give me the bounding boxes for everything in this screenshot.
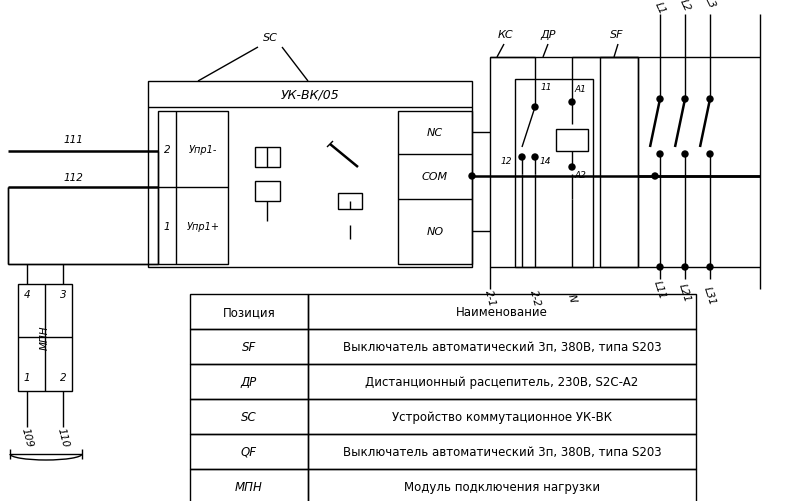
Text: 111: 111 — [63, 135, 83, 145]
Circle shape — [707, 152, 713, 158]
Text: L3: L3 — [703, 0, 717, 10]
Text: 11: 11 — [541, 83, 553, 92]
Bar — [190, 329, 308, 364]
Bar — [308, 364, 696, 399]
Text: L2: L2 — [678, 0, 692, 13]
Text: ДР: ДР — [540, 30, 555, 40]
Text: L11: L11 — [653, 279, 668, 300]
Bar — [600, 58, 638, 268]
Circle shape — [532, 105, 538, 111]
Circle shape — [532, 155, 538, 161]
Text: Выключатель автоматический 3п, 380В, типа S203: Выключатель автоматический 3п, 380В, тип… — [343, 445, 661, 458]
Circle shape — [682, 97, 688, 103]
Text: МПН: МПН — [40, 325, 50, 350]
Text: 110: 110 — [55, 426, 70, 448]
Text: 4: 4 — [24, 290, 30, 300]
Circle shape — [682, 152, 688, 158]
Text: Позиция: Позиция — [223, 306, 276, 318]
Circle shape — [469, 174, 475, 180]
Text: 2: 2 — [164, 145, 170, 155]
Text: 109: 109 — [20, 426, 34, 448]
Bar — [158, 112, 228, 265]
Text: NC: NC — [427, 128, 443, 138]
Bar — [490, 58, 638, 268]
Bar — [190, 295, 308, 329]
Bar — [398, 112, 472, 265]
Bar — [308, 469, 696, 501]
Text: Упр1+: Упр1+ — [186, 221, 219, 231]
Text: ДР: ДР — [241, 375, 257, 388]
Text: Выключатель автоматический 3п, 380В, типа S203: Выключатель автоматический 3п, 380В, тип… — [343, 340, 661, 353]
Bar — [308, 434, 696, 469]
Circle shape — [657, 97, 663, 103]
Text: 1: 1 — [24, 372, 30, 382]
Bar — [308, 399, 696, 434]
Text: 2-1: 2-1 — [483, 288, 497, 307]
Text: УК-ВК/05: УК-ВК/05 — [280, 88, 340, 101]
Text: L31: L31 — [703, 285, 718, 306]
Bar — [190, 399, 308, 434]
Text: 112: 112 — [63, 173, 83, 183]
Text: КС: КС — [498, 30, 514, 40]
Text: NO: NO — [426, 226, 444, 236]
Text: L1: L1 — [653, 1, 667, 16]
Circle shape — [569, 100, 575, 106]
Text: SF: SF — [242, 340, 256, 353]
Bar — [308, 295, 696, 329]
Text: 2-2: 2-2 — [528, 288, 542, 307]
Bar — [18, 285, 72, 391]
Bar — [338, 193, 362, 209]
Text: SC: SC — [263, 33, 277, 43]
Text: A2: A2 — [574, 170, 586, 179]
Circle shape — [519, 155, 525, 161]
Bar — [255, 148, 280, 168]
Text: SF: SF — [610, 30, 623, 40]
Text: 14: 14 — [540, 157, 551, 166]
Bar — [190, 364, 308, 399]
Circle shape — [707, 265, 713, 271]
Text: A1: A1 — [574, 85, 586, 94]
Bar — [148, 82, 472, 268]
Bar — [556, 130, 588, 152]
Bar — [515, 80, 593, 268]
Text: Упр1-: Упр1- — [188, 145, 217, 155]
Bar — [308, 329, 696, 364]
Circle shape — [657, 265, 663, 271]
Text: 12: 12 — [501, 157, 512, 166]
Text: Наименование: Наименование — [456, 306, 548, 318]
Bar — [255, 182, 280, 201]
Text: 1: 1 — [164, 221, 170, 231]
Text: QF: QF — [241, 445, 257, 458]
Text: Модуль подключения нагрузки: Модуль подключения нагрузки — [404, 480, 600, 493]
Text: 2: 2 — [59, 372, 67, 382]
Bar — [190, 434, 308, 469]
Text: Дистанционный расцепитель, 230В, S2C-A2: Дистанционный расцепитель, 230В, S2C-A2 — [365, 375, 638, 388]
Text: COM: COM — [422, 172, 448, 182]
Text: L21: L21 — [677, 282, 693, 303]
Text: SC: SC — [241, 410, 257, 423]
Bar — [190, 469, 308, 501]
Circle shape — [657, 152, 663, 158]
Circle shape — [569, 165, 575, 171]
Circle shape — [707, 97, 713, 103]
Text: 3: 3 — [59, 290, 67, 300]
Text: МПН: МПН — [235, 480, 263, 493]
Text: N: N — [566, 292, 578, 303]
Circle shape — [652, 174, 658, 180]
Text: Устройство коммутационное УК-ВК: Устройство коммутационное УК-ВК — [392, 410, 612, 423]
Circle shape — [682, 265, 688, 271]
